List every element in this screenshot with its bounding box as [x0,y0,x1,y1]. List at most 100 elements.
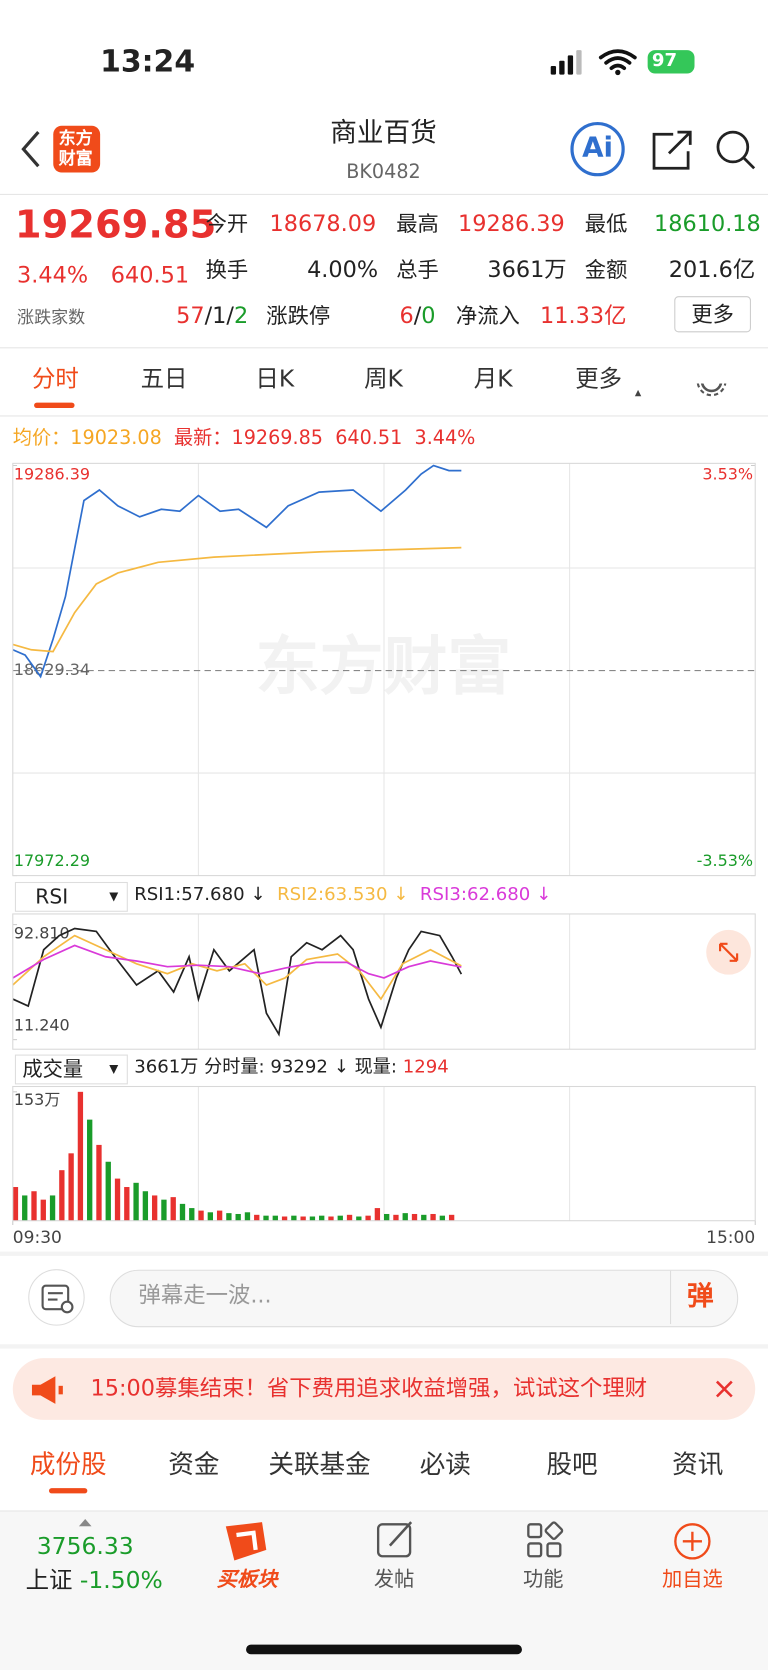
section-tab[interactable]: 资讯 [672,1449,724,1480]
chart-tab[interactable]: 月K [473,366,513,394]
field-value: 18678.09 [269,210,377,237]
volume-bar [319,1215,325,1221]
separator: / [413,302,422,329]
rsi3: RSI3:62.680 ↓ [419,884,552,906]
indicator-selector[interactable]: RSI ▼ [14,881,128,912]
chart-tab[interactable]: 更多 [575,366,623,394]
volume-bar [384,1213,390,1221]
nav-item[interactable]: 加自选 [662,1567,723,1592]
avg-label: 均价： [12,427,71,450]
tab-indicator [48,1488,88,1494]
divider [0,1251,768,1256]
volume-bar [198,1210,204,1221]
last-price: 19269.85 [231,427,324,450]
field-label: 总手 [396,256,439,283]
index-value: 3756.33 [36,1533,134,1561]
logo-line: 东方 [58,127,93,149]
field-label: 最低 [584,210,628,237]
volume-bar [430,1213,436,1221]
volume-bar [133,1182,139,1221]
volume-bar [87,1119,93,1221]
volume-bar [226,1213,232,1221]
page-title: 商业百货 [330,117,437,149]
danmaku-toggle[interactable] [28,1269,88,1327]
volume-bar [448,1214,455,1221]
nav-item[interactable]: 发帖 [373,1567,415,1592]
expand-button[interactable] [705,929,752,976]
last-price: 19269.85 [14,203,217,248]
field-value: 201.6亿 [668,256,756,283]
chart-tab[interactable]: 日K [255,366,295,394]
volume-bar [170,1197,176,1221]
avg-price: 19023.08 [70,427,162,450]
y-tick-label: 153万 [14,1090,60,1109]
nav-item[interactable]: 功能 [522,1567,564,1592]
volume-bar [421,1214,427,1221]
section-tab[interactable]: 必读 [419,1449,471,1480]
chart-tab[interactable]: 分时 [31,366,79,394]
index-summary: 上证 -1.50% [26,1570,163,1593]
promo-banner[interactable] [12,1358,756,1420]
nav-item[interactable]: 买板块 [216,1567,278,1592]
close-button[interactable] [712,1376,738,1402]
section-tab[interactable]: 股吧 [546,1449,598,1480]
volume-minute: 分时量: 93292 ↓ [204,1056,349,1078]
series-line [12,927,463,1037]
volume-bar [179,1203,186,1221]
y2-tick-label: 3.53% [702,465,753,484]
section-tab[interactable]: 资金 [168,1449,220,1480]
ai-button[interactable]: Ai [582,132,614,165]
volume-bar [68,1153,74,1221]
volume-bar [439,1215,446,1221]
limit: 6/0 [399,302,435,329]
index-name: 上证 [25,1567,73,1595]
battery-level: 97 [651,50,678,72]
divider [670,1270,672,1325]
section-tab[interactable]: 关联基金 [268,1449,371,1480]
chart-tab[interactable]: 五日 [140,366,188,394]
chart: 东方财富 19286.3918629.3417972.293.53%-3.53%… [12,462,756,1248]
volume-bar [12,1187,19,1221]
last-change: 640.51 [335,427,403,450]
breadth-up: 57 [176,302,205,329]
breadth: 57/1/2 [176,302,248,329]
y2-tick-label: -3.53% [697,851,754,870]
last-label: 最新： [173,427,232,450]
logo-line: 财富 [58,148,93,169]
volume-bar [216,1210,223,1221]
megaphone-icon [31,1376,63,1404]
status-icons [550,49,695,76]
field-value: 19286.39 [458,210,565,237]
comment-input[interactable] [109,1269,739,1328]
volume-bar [77,1091,84,1221]
y-tick-label: 92.810 [14,924,70,943]
bottom-nav [0,1510,768,1670]
volume-bar [291,1215,297,1221]
volume-bar [189,1208,195,1221]
danmaku-button[interactable]: 弹 [687,1280,714,1312]
change-pct: 3.44% [17,262,89,288]
separator: / [226,302,234,329]
volume-bar [151,1195,158,1221]
last-pct: 3.44% [414,427,476,450]
section-tab[interactable]: 成份股 [29,1449,107,1480]
volume-bar [40,1199,46,1221]
field-value: 4.00% [307,256,379,283]
chart-tab[interactable]: 周K [364,366,403,394]
limit-up: 6 [399,302,414,329]
rsi2: RSI2:63.530 ↓ [277,884,409,906]
dropdown-arrow: ▼ [109,889,119,904]
panel-border [12,1085,756,1222]
change: 640.51 [110,262,190,288]
volume-bar [254,1214,260,1221]
volume-bar [374,1208,381,1221]
indicator-selector[interactable]: 成交量 ▼ [14,1054,128,1085]
volume-bar [272,1215,278,1221]
more-button[interactable]: 更多 [674,296,751,333]
volume-bar [356,1216,362,1221]
volume-bar [59,1170,65,1221]
volume-bar [300,1216,306,1221]
chart-legend: 均价：19023.08 最新：19269.85 640.51 3.44% [13,429,476,448]
volume-bar [22,1195,28,1221]
